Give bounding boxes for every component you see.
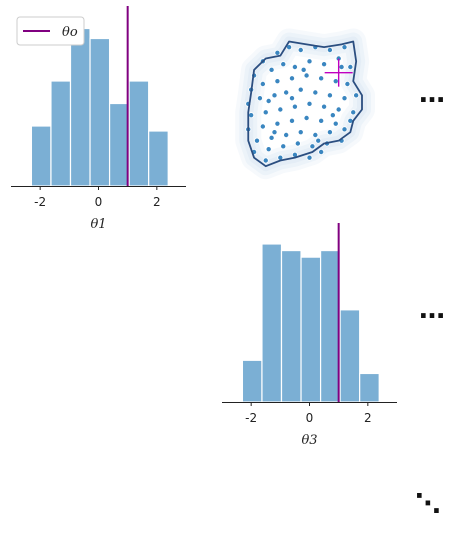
p3-tick-label-1: -2 bbox=[245, 411, 257, 425]
scatter-point-57 bbox=[265, 146, 272, 153]
scatter-point-4 bbox=[297, 47, 304, 54]
legend: θo bbox=[16, 16, 85, 46]
scatter-point-23 bbox=[344, 81, 351, 88]
scatter-point-15 bbox=[347, 64, 354, 71]
scatter-point-25 bbox=[256, 95, 263, 102]
p3-bar-2 bbox=[261, 243, 283, 403]
ellipsis-row2: … bbox=[419, 295, 445, 325]
scatter-point-58 bbox=[280, 143, 287, 150]
scatter-point-59 bbox=[294, 140, 301, 147]
p1-bar-2 bbox=[50, 80, 72, 187]
scatter-point-72 bbox=[338, 64, 345, 71]
legend-label-theta-o: θo bbox=[62, 25, 78, 40]
scatter-point-2 bbox=[274, 49, 281, 56]
p1-bar-6 bbox=[128, 80, 150, 187]
scatter-point-18 bbox=[274, 78, 281, 85]
scatter-point-71 bbox=[300, 66, 307, 73]
scatter-point-43 bbox=[274, 120, 281, 127]
p3-tick-label-2: 0 bbox=[306, 411, 314, 425]
scatter-point-22 bbox=[332, 78, 339, 85]
scatter-point-32 bbox=[353, 92, 360, 99]
scatter-point-52 bbox=[297, 129, 304, 136]
p1-bar-7 bbox=[148, 130, 169, 187]
scatter-point-11 bbox=[291, 64, 298, 71]
p1-tick-label-2: 0 bbox=[95, 195, 103, 209]
scatter-point-36 bbox=[291, 103, 298, 110]
scatter-point-7 bbox=[341, 44, 348, 51]
p1-tick-label-1: -2 bbox=[34, 195, 46, 209]
ellipsis-diagonal: ⋱ bbox=[415, 489, 441, 519]
scatter-point-39 bbox=[335, 106, 342, 113]
scatter-point-29 bbox=[312, 89, 319, 96]
scatter-point-35 bbox=[277, 106, 284, 113]
scatter-point-44 bbox=[288, 117, 295, 124]
scatter-point-6 bbox=[326, 47, 333, 54]
p3-tick-label-3: 2 bbox=[364, 411, 372, 425]
scatter-point-68 bbox=[265, 98, 272, 105]
scatter-point-28 bbox=[297, 86, 304, 93]
scatter-point-27 bbox=[283, 89, 290, 96]
pairwise-scatter-theta1-theta3 bbox=[235, 28, 375, 180]
x-axis-label-theta1: θ1 bbox=[90, 217, 106, 232]
legend-box bbox=[16, 16, 85, 46]
scatter-point-60 bbox=[309, 143, 316, 150]
scatter-point-55 bbox=[341, 126, 348, 133]
scatter-point-9 bbox=[268, 66, 275, 73]
scatter-point-51 bbox=[283, 131, 290, 138]
p1-bar-1 bbox=[30, 125, 52, 187]
p3-bar-6 bbox=[339, 309, 361, 403]
scatter-point-54 bbox=[326, 129, 333, 136]
p3-bar-1 bbox=[241, 359, 263, 403]
scatter-point-12 bbox=[306, 58, 313, 65]
scatter-point-17 bbox=[259, 81, 266, 88]
scatter-point-20 bbox=[303, 72, 310, 79]
x-axis-label-theta3: θ3 bbox=[301, 433, 317, 448]
scatter-point-30 bbox=[326, 92, 333, 99]
scatter-point-38 bbox=[321, 103, 328, 110]
scatter-point-63 bbox=[262, 157, 269, 164]
marginal-histogram-theta1: -2 0 2 θ1 bbox=[11, 6, 186, 232]
scatter-point-69 bbox=[288, 95, 295, 102]
ellipsis-row1: … bbox=[419, 79, 445, 109]
scatter-point-31 bbox=[341, 95, 348, 102]
scatter-point-50 bbox=[268, 134, 275, 141]
p1-bar-4 bbox=[89, 37, 111, 187]
scatter-point-73 bbox=[271, 129, 278, 136]
marginal-histogram-theta3: -2 0 2 θ3 bbox=[222, 223, 397, 448]
p3-bar-5 bbox=[319, 249, 341, 403]
scatter-point-70 bbox=[329, 112, 336, 119]
scatter-point-53 bbox=[312, 131, 319, 138]
p1-bar-5 bbox=[108, 102, 130, 187]
scatter-point-47 bbox=[332, 120, 339, 127]
scatter-point-13 bbox=[321, 61, 328, 68]
scatter-point-21 bbox=[318, 75, 325, 82]
scatter-point-26 bbox=[271, 92, 278, 99]
scatter-point-46 bbox=[318, 117, 325, 124]
scatter-point-10 bbox=[280, 61, 287, 68]
scatter-point-40 bbox=[350, 109, 357, 116]
scatter-point-33 bbox=[248, 112, 255, 119]
scatter-point-42 bbox=[259, 123, 266, 130]
scatter-point-49 bbox=[253, 137, 260, 144]
scatter-point-66 bbox=[306, 154, 313, 161]
scatter-point-74 bbox=[315, 137, 322, 144]
scatter-point-34 bbox=[262, 109, 269, 116]
scatter-point-67 bbox=[318, 148, 325, 155]
p1-bar-3 bbox=[69, 27, 91, 187]
scatter-point-19 bbox=[288, 75, 295, 82]
p1-tick-label-3: 2 bbox=[153, 195, 161, 209]
p3-bar-7 bbox=[359, 372, 380, 403]
scatter-point-45 bbox=[303, 115, 310, 122]
p3-bar-4 bbox=[300, 256, 322, 403]
scatter-point-37 bbox=[306, 100, 313, 107]
density-contour bbox=[247, 40, 363, 168]
p3-bar-3 bbox=[280, 249, 302, 403]
